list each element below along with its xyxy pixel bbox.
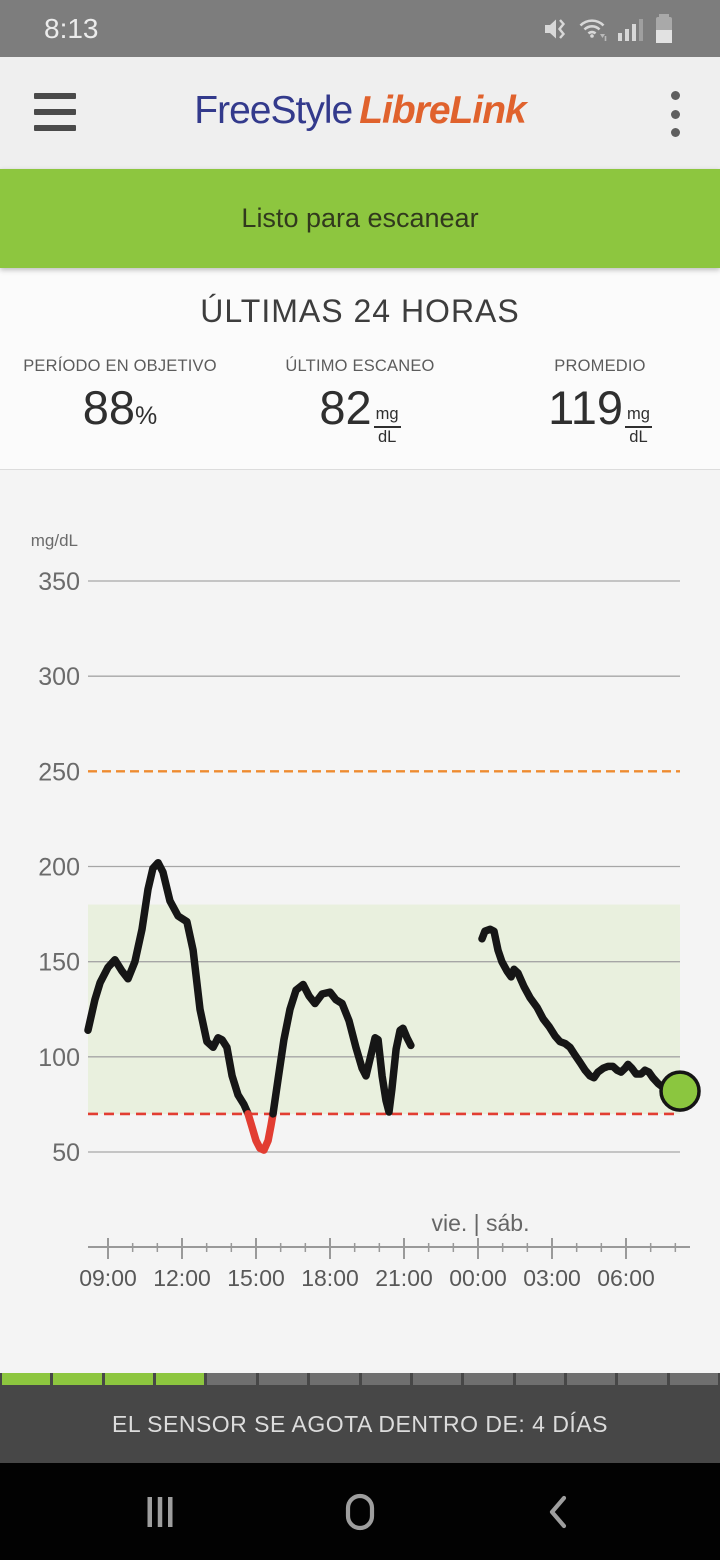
scan-ready-banner[interactable]: Listo para escanear [0, 169, 720, 268]
menu-hamburger-icon[interactable] [34, 93, 76, 131]
sensor-life-segment [618, 1373, 667, 1385]
svg-text:12:00: 12:00 [153, 1265, 211, 1291]
status-bar: 8:13 [0, 0, 720, 57]
stats-row: PERÍODO EN OBJETIVO 88% ÚLTIMO ESCANEO 8… [0, 357, 720, 448]
sensor-life-message: EL SENSOR SE AGOTA DENTRO DE: 4 DÍAS [111, 1410, 608, 1437]
mg-dl-unit: mg dL [625, 405, 652, 446]
stat-value: 88% [82, 381, 158, 434]
logo-librelink: LibreLink [359, 89, 527, 133]
logo-freestyle: FreeStyle [194, 89, 353, 133]
percent-unit: % [135, 402, 158, 430]
sensor-life-segment [156, 1373, 205, 1385]
stat-value: 82 mg dL [319, 381, 401, 446]
svg-text:250: 250 [38, 758, 80, 786]
svg-text:100: 100 [38, 1044, 80, 1072]
sensor-life-banner: EL SENSOR SE AGOTA DENTRO DE: 4 DÍAS [0, 1373, 720, 1463]
scan-ready-label: Listo para escanear [241, 203, 479, 233]
wifi-icon [579, 18, 607, 41]
stat-label: ÚLTIMO ESCANEO [285, 357, 435, 375]
sensor-life-segment [566, 1373, 616, 1385]
summary-panel: ÚLTIMAS 24 HORAS PERÍODO EN OBJETIVO 88%… [0, 268, 720, 470]
status-time: 8:13 [44, 12, 99, 44]
sensor-life-segment [104, 1373, 154, 1385]
overflow-menu-icon[interactable] [658, 91, 692, 137]
stat-value: 119 mg dL [548, 381, 652, 446]
sensor-life-segment [258, 1373, 308, 1385]
svg-text:03:00: 03:00 [523, 1265, 581, 1291]
sensor-life-segment [207, 1373, 256, 1385]
summary-title: ÚLTIMAS 24 HORAS [200, 293, 520, 329]
svg-text:300: 300 [38, 663, 80, 691]
stat-time-in-target: PERÍODO EN OBJETIVO 88% [0, 357, 240, 448]
svg-text:21:00: 21:00 [375, 1265, 433, 1291]
sensor-life-segment [2, 1373, 51, 1385]
sensor-life-segment [361, 1373, 410, 1385]
sensor-life-progressbar [0, 1373, 720, 1385]
sensor-life-segment [669, 1373, 719, 1385]
back-icon[interactable] [538, 1490, 582, 1534]
svg-text:50: 50 [52, 1139, 80, 1167]
android-nav-bar [0, 1463, 720, 1560]
home-icon[interactable] [338, 1490, 382, 1534]
recents-icon[interactable] [138, 1490, 182, 1534]
svg-text:200: 200 [38, 854, 80, 882]
sensor-life-segment [464, 1373, 513, 1385]
svg-text:150: 150 [38, 949, 80, 977]
sensor-life-segment [412, 1373, 462, 1385]
sensor-life-segment [310, 1373, 359, 1385]
svg-text:09:00: 09:00 [79, 1265, 137, 1291]
svg-text:mg/dL: mg/dL [31, 531, 78, 550]
stat-last-scan: ÚLTIMO ESCANEO 82 mg dL [240, 357, 480, 448]
battery-icon [656, 13, 672, 43]
sensor-life-segment [515, 1373, 564, 1385]
glucose-chart-area: 350 300 250 200 150 100 50 mg/dL 09:00 12:00 15:00… [0, 470, 720, 1373]
svg-text:vie. | sáb.: vie. | sáb. [431, 1210, 529, 1236]
mute-vibrate-icon [545, 18, 566, 39]
svg-text:06:00: 06:00 [597, 1265, 655, 1291]
svg-text:15:00: 15:00 [227, 1265, 285, 1291]
stat-average: PROMEDIO 119 mg dL [480, 357, 720, 448]
signal-icon [618, 18, 643, 41]
svg-text:350: 350 [38, 568, 80, 596]
app-header: FreeStyle LibreLink [0, 57, 720, 169]
mg-dl-unit: mg dL [373, 405, 401, 446]
sensor-life-segment [53, 1373, 102, 1385]
app-logo: FreeStyle LibreLink [194, 89, 527, 133]
status-icons [543, 13, 675, 44]
stat-label: PROMEDIO [554, 357, 646, 375]
glucose-line-chart: 350 300 250 200 150 100 50 mg/dL 09:00 12:00 15:00… [31, 531, 701, 1291]
svg-text:18:00: 18:00 [301, 1265, 359, 1291]
stat-label: PERÍODO EN OBJETIVO [23, 357, 217, 375]
svg-text:00:00: 00:00 [449, 1265, 507, 1291]
